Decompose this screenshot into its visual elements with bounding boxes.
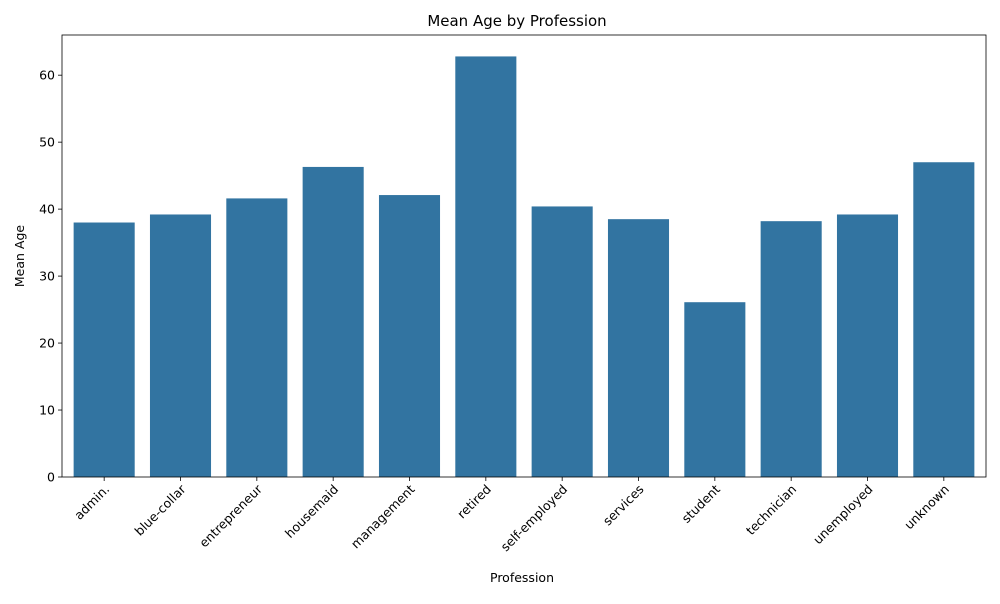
x-tick-label: blue-collar [131,481,189,539]
x-tick-label: entrepreneur [196,481,265,550]
bar-housemaid [302,166,364,477]
y-tick-label: 0 [47,470,55,485]
y-tick-label: 10 [39,403,55,418]
x-tick-label: technician [743,482,799,538]
bar-admin [73,222,135,477]
bar-unemployed [836,214,899,477]
bars-group [73,56,975,478]
bar-technician [760,221,822,477]
y-tick-label: 20 [39,336,55,351]
x-tick-label: admin. [71,482,112,523]
y-tick-label: 40 [39,202,55,217]
bar-management [378,195,441,478]
plot-frame [61,34,987,478]
bar-blue-collar [149,214,212,477]
x-tick-label: unemployed [810,482,876,548]
x-axis-label: Profession [490,570,554,585]
y-axis: 0 10 20 30 40 50 60 [39,68,62,485]
y-axis-label: Mean Age [12,225,27,288]
bar-student [684,302,746,477]
y-tick-label: 50 [39,135,55,150]
x-tick-label: student [679,481,723,525]
y-tick-label: 60 [39,68,55,83]
bar-retired [455,56,517,478]
bar-unknown [913,162,975,477]
x-tick-label: housemaid [282,482,341,541]
x-tick-label: unknown [901,482,952,533]
bar-self-employed [531,206,593,477]
chart-title: Mean Age by Profession [427,12,606,30]
bar-services [607,219,670,477]
y-tick-label: 30 [39,269,55,284]
bar-entrepreneur [226,198,288,477]
x-tick-label: management [348,481,418,551]
x-tick-label: services [600,482,647,529]
x-tick-label: retired [454,482,494,522]
x-axis: admin. blue-collar entrepreneur housemaid ma… [71,477,952,554]
x-tick-label: self-employed [498,482,571,555]
